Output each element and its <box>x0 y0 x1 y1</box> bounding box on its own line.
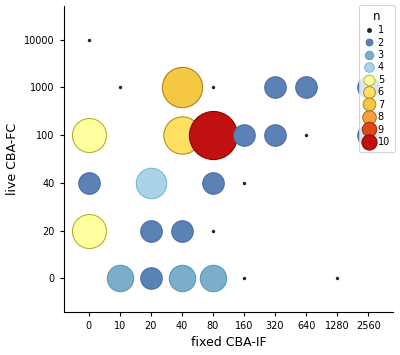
Point <box>241 275 247 281</box>
Point <box>210 275 216 281</box>
Point <box>179 132 185 138</box>
Point <box>179 228 185 234</box>
Point <box>179 275 185 281</box>
Point <box>86 228 92 234</box>
Point <box>272 132 278 138</box>
Point <box>116 84 123 90</box>
Point <box>148 275 154 281</box>
Point <box>210 228 216 234</box>
Point <box>334 275 340 281</box>
Point <box>86 132 92 138</box>
Y-axis label: live CBA-FC: live CBA-FC <box>6 123 18 195</box>
Point <box>303 132 309 138</box>
Point <box>241 132 247 138</box>
Legend: 1, 2, 3, 4, 5, 6, 7, 8, 9, 10: 1, 2, 3, 4, 5, 6, 7, 8, 9, 10 <box>359 5 395 152</box>
Point <box>210 132 216 138</box>
Point <box>241 180 247 186</box>
Point <box>365 132 372 138</box>
Point <box>148 180 154 186</box>
X-axis label: fixed CBA-IF: fixed CBA-IF <box>191 337 266 349</box>
Point <box>179 84 185 90</box>
Point <box>365 84 372 90</box>
Point <box>303 84 309 90</box>
Point <box>210 180 216 186</box>
Point <box>86 180 92 186</box>
Point <box>86 37 92 43</box>
Point <box>210 84 216 90</box>
Point <box>116 275 123 281</box>
Point <box>272 84 278 90</box>
Point <box>148 228 154 234</box>
